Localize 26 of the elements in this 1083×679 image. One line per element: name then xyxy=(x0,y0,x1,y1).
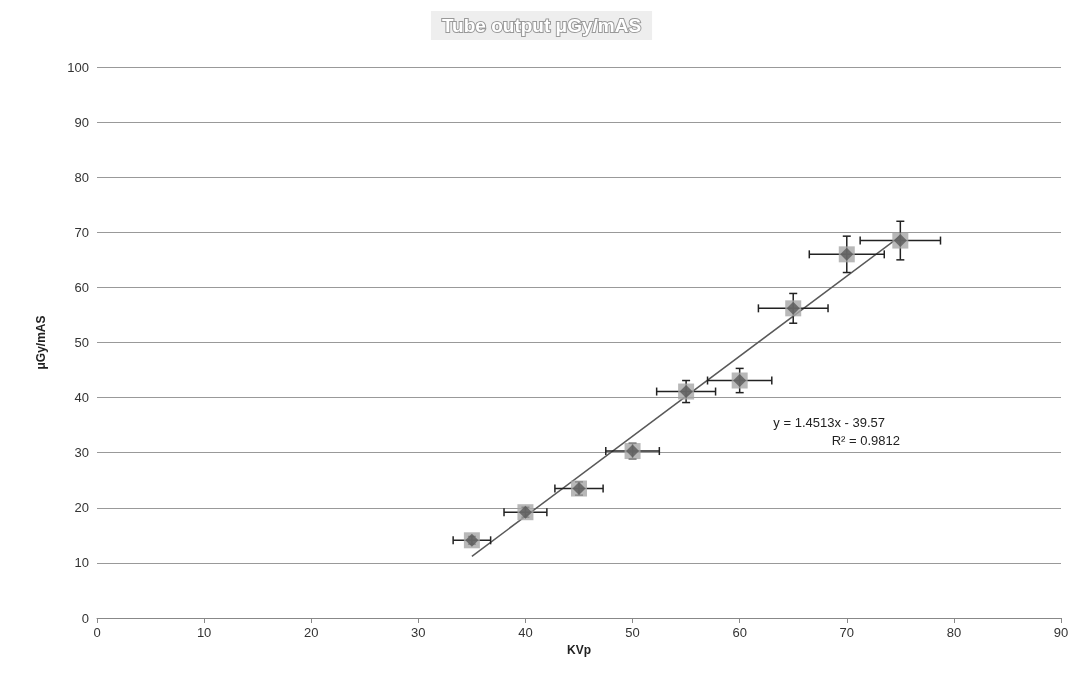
x-tick-label: 40 xyxy=(518,625,533,640)
y-tick-label: 100 xyxy=(67,59,89,75)
y-tick-label: 90 xyxy=(74,114,89,130)
annotation: R² = 0.9812 xyxy=(831,433,900,448)
x-tick-label: 80 xyxy=(946,625,962,640)
x-tick-label: 30 xyxy=(411,625,426,640)
x-axis-title: KVp xyxy=(567,642,591,657)
x-tick-label: 10 xyxy=(196,625,212,640)
x-tick-label: 60 xyxy=(732,625,747,640)
x-tick-label: 90 xyxy=(1053,625,1069,640)
x-tick-label: 70 xyxy=(839,625,855,640)
annotation: y = 1.4513x - 39.57 xyxy=(773,415,886,430)
y-tick-label: 60 xyxy=(74,279,89,295)
y-tick-label: 70 xyxy=(74,224,89,240)
y-tick-label: 40 xyxy=(74,390,89,406)
x-tick-label: 0 xyxy=(93,625,101,640)
y-tick-label: 30 xyxy=(74,445,89,461)
y-tick-label: 80 xyxy=(74,169,89,185)
y-tick-label: 20 xyxy=(74,500,89,516)
y-tick-label: 50 xyxy=(74,335,89,350)
chart-title: Tube output μGy/mAS xyxy=(441,15,642,36)
y-tick-label: 10 xyxy=(74,555,89,571)
y-axis-title: μGy/mAS xyxy=(34,315,48,370)
x-tick-label: 20 xyxy=(303,625,319,640)
x-tick-label: 50 xyxy=(625,625,640,640)
y-tick-label: 0 xyxy=(81,610,89,626)
